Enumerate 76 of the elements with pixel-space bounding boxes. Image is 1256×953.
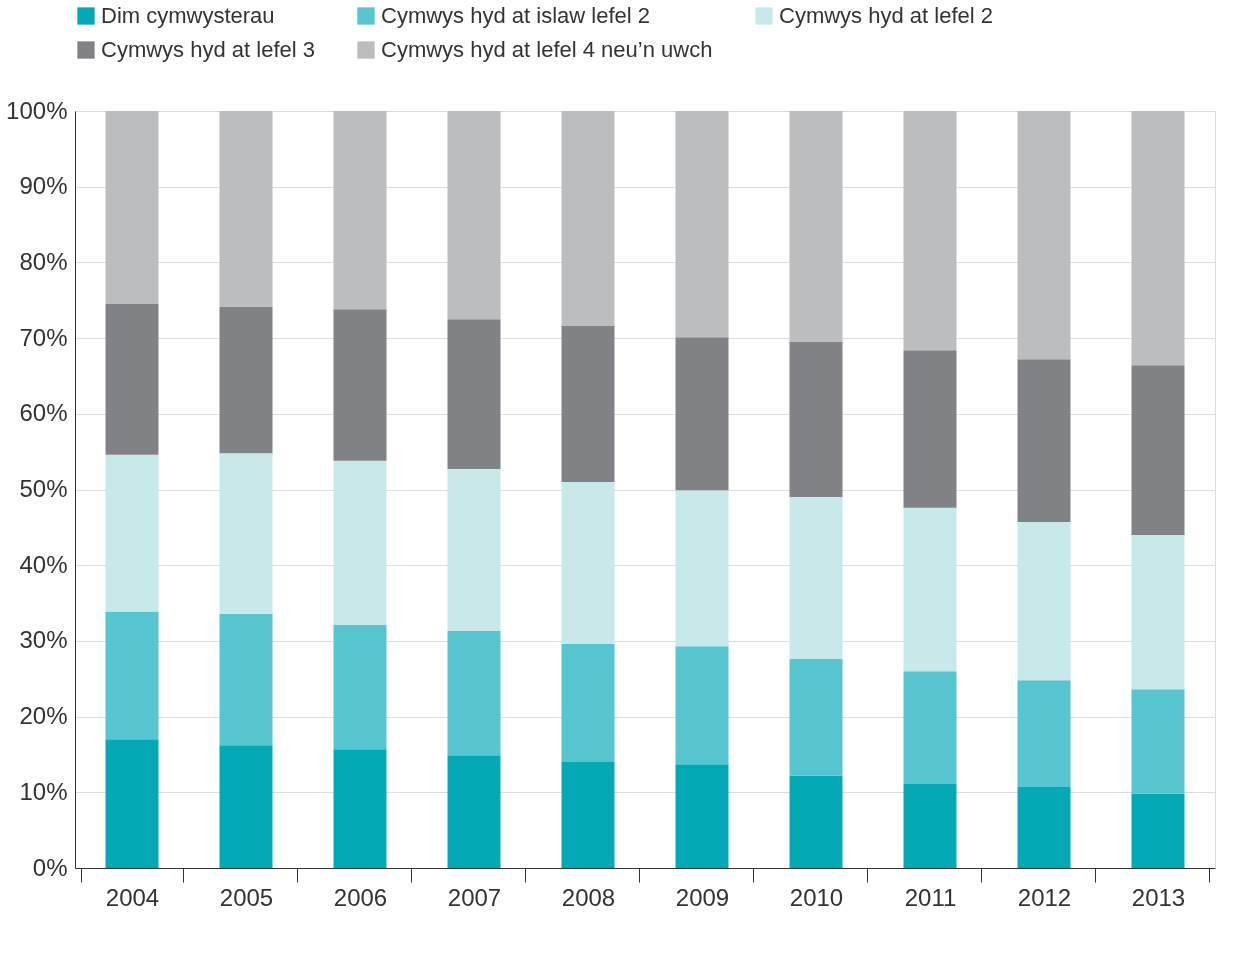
bar <box>789 775 843 868</box>
bar <box>219 613 273 746</box>
y-tick-label: 70% <box>19 323 68 351</box>
bar <box>675 764 729 868</box>
bar <box>1017 359 1071 523</box>
bar <box>1131 111 1185 366</box>
bar <box>105 304 159 455</box>
x-tick-label: 2007 <box>447 883 502 911</box>
x-tick-label: 2012 <box>1017 883 1072 911</box>
bar <box>219 745 273 868</box>
x-tick-label: 2011 <box>904 883 957 911</box>
bar <box>333 111 387 310</box>
bar <box>333 625 387 750</box>
bar <box>333 749 387 868</box>
bar <box>333 309 387 461</box>
bar <box>675 111 729 338</box>
x-tick-label: 2005 <box>219 883 274 911</box>
bar <box>789 111 843 342</box>
bar <box>675 646 729 765</box>
bar <box>675 337 729 491</box>
bar <box>1131 793 1185 868</box>
bar <box>1131 365 1185 535</box>
bar <box>903 671 957 784</box>
bar <box>561 325 615 482</box>
bar <box>447 469 501 632</box>
bar <box>675 490 729 647</box>
bar <box>219 307 273 454</box>
legend-label: Cymwys hyd at islaw lefel 2 <box>381 3 650 28</box>
x-tick-label: 2008 <box>561 883 616 911</box>
bar <box>561 762 615 868</box>
x-tick-label: 2013 <box>1131 883 1186 911</box>
bar <box>903 507 957 672</box>
bar <box>105 739 159 868</box>
legend-label: Cymwys hyd at lefel 2 <box>779 3 993 28</box>
bar <box>789 497 843 660</box>
x-tick-label: 2004 <box>105 883 160 911</box>
bar <box>219 111 273 308</box>
y-tick-label: 40% <box>19 550 68 578</box>
legend-label: Cymwys hyd at lefel 4 neu’n uwch <box>381 37 713 62</box>
legend-label: Dim cymwysterau <box>101 3 275 28</box>
bar <box>789 659 843 776</box>
y-tick-label: 20% <box>19 702 68 730</box>
bar <box>789 341 843 498</box>
bar <box>561 481 615 644</box>
y-tick-label: 60% <box>19 399 68 427</box>
bar <box>105 611 159 740</box>
y-tick-label: 30% <box>19 626 68 654</box>
bar <box>447 111 501 320</box>
bar <box>1017 680 1071 787</box>
bar <box>105 111 159 305</box>
bar <box>219 453 273 614</box>
bar <box>561 643 615 763</box>
bar <box>333 460 387 625</box>
bar <box>447 319 501 470</box>
y-tick-label: 100% <box>6 96 68 124</box>
bar <box>447 631 501 756</box>
y-tick-label: 90% <box>19 172 68 200</box>
y-tick-label: 10% <box>19 777 68 805</box>
x-tick-label: 2006 <box>333 883 388 911</box>
bar <box>903 350 957 508</box>
x-tick-label: 2010 <box>789 883 844 911</box>
bar <box>447 755 501 868</box>
x-tick-label: 2009 <box>675 883 730 911</box>
y-tick-label: 50% <box>19 475 68 502</box>
bar <box>903 783 957 868</box>
bar <box>561 111 615 326</box>
legend-label: Cymwys hyd at lefel 3 <box>101 37 315 62</box>
bar <box>1131 534 1185 690</box>
bar <box>903 111 957 351</box>
bar <box>1017 787 1071 868</box>
bar <box>1017 111 1071 360</box>
y-tick-label: 80% <box>19 247 68 275</box>
bar <box>1131 689 1185 794</box>
bar <box>105 454 159 612</box>
bar <box>1017 522 1071 681</box>
y-tick-label: 0% <box>32 853 68 881</box>
